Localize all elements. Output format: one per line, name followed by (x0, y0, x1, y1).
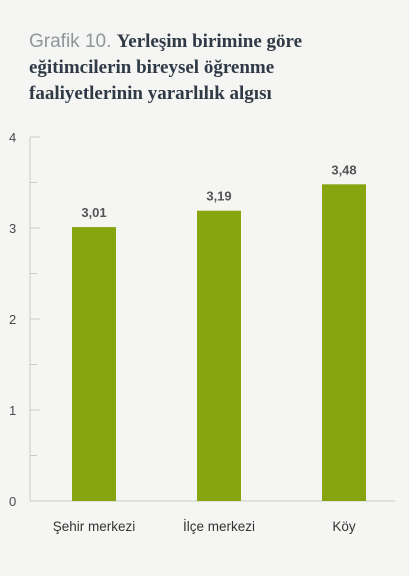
x-category-label: Şehir merkezi (53, 519, 136, 534)
figure-title: Yerleşim birimine göre eğitimcilerin bir… (29, 31, 303, 104)
figure-number: Grafik 10. (29, 31, 112, 52)
bar (72, 227, 116, 501)
bar (322, 184, 366, 501)
chart-title: Grafik 10. Yerleşim birimine göre eğitim… (29, 29, 389, 107)
y-tick-label: 1 (9, 403, 16, 418)
y-tick-label: 4 (9, 130, 16, 145)
y-tick-label: 0 (9, 494, 16, 509)
y-tick-label: 2 (9, 312, 16, 327)
data-label: 3,01 (81, 205, 106, 220)
x-category-label: İlçe merkezi (183, 519, 255, 534)
bar (197, 210, 241, 501)
x-category-label: Köy (332, 519, 356, 534)
data-label: 3,48 (331, 162, 356, 177)
data-label: 3,19 (206, 189, 231, 204)
y-tick-label: 3 (9, 221, 16, 236)
